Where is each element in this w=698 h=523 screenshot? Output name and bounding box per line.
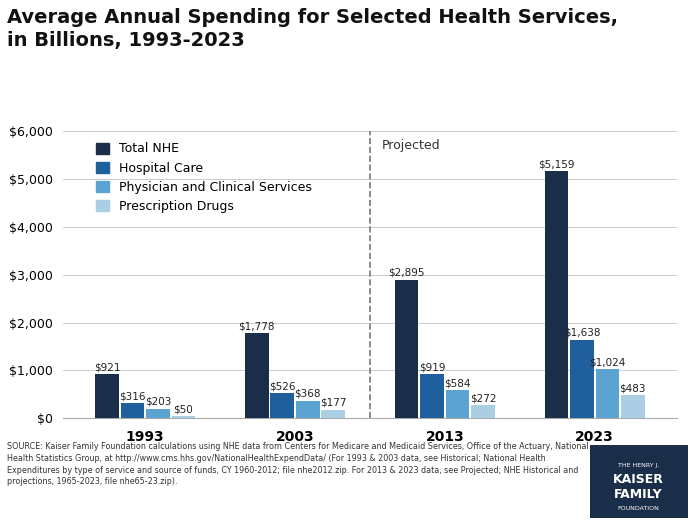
Bar bbox=[544, 171, 568, 418]
Bar bbox=[296, 401, 320, 418]
Bar bbox=[570, 340, 594, 418]
Text: KAISER: KAISER bbox=[614, 473, 664, 486]
Bar bbox=[471, 405, 495, 418]
Text: $1,024: $1,024 bbox=[589, 357, 625, 367]
Bar bbox=[321, 410, 345, 418]
Text: $177: $177 bbox=[320, 398, 346, 408]
Text: $526: $526 bbox=[269, 381, 295, 391]
Bar bbox=[395, 280, 419, 418]
Text: $5,159: $5,159 bbox=[538, 159, 574, 169]
Text: FOUNDATION: FOUNDATION bbox=[618, 506, 660, 511]
Text: $2,895: $2,895 bbox=[388, 268, 425, 278]
Bar bbox=[621, 395, 645, 418]
Bar bbox=[146, 408, 170, 418]
Text: $584: $584 bbox=[445, 379, 471, 389]
Bar bbox=[420, 374, 444, 418]
Bar bbox=[446, 390, 470, 418]
Bar bbox=[121, 403, 144, 418]
Text: Projected: Projected bbox=[382, 140, 440, 152]
Bar bbox=[595, 369, 619, 418]
Legend: Total NHE, Hospital Care, Physician and Clinical Services, Prescription Drugs: Total NHE, Hospital Care, Physician and … bbox=[94, 140, 314, 215]
Text: Average Annual Spending for Selected Health Services,
in Billions, 1993-2023: Average Annual Spending for Selected Hea… bbox=[7, 8, 618, 50]
Bar bbox=[270, 393, 294, 418]
Text: $368: $368 bbox=[295, 389, 321, 399]
Bar bbox=[95, 374, 119, 418]
Text: $203: $203 bbox=[144, 397, 171, 407]
Text: $50: $50 bbox=[174, 404, 193, 414]
Text: SOURCE: Kaiser Family Foundation calculations using NHE data from Centers for Me: SOURCE: Kaiser Family Foundation calcula… bbox=[7, 442, 588, 486]
Text: $483: $483 bbox=[620, 383, 646, 393]
Text: $921: $921 bbox=[94, 362, 120, 372]
Text: $919: $919 bbox=[419, 362, 445, 372]
Text: THE HENRY J.: THE HENRY J. bbox=[618, 462, 660, 468]
Text: $316: $316 bbox=[119, 391, 146, 401]
Bar bbox=[245, 333, 269, 418]
Text: $1,778: $1,778 bbox=[239, 321, 275, 331]
Text: FAMILY: FAMILY bbox=[614, 488, 663, 501]
Text: $1,638: $1,638 bbox=[564, 328, 600, 338]
Text: $272: $272 bbox=[470, 393, 496, 403]
Bar bbox=[172, 416, 195, 418]
